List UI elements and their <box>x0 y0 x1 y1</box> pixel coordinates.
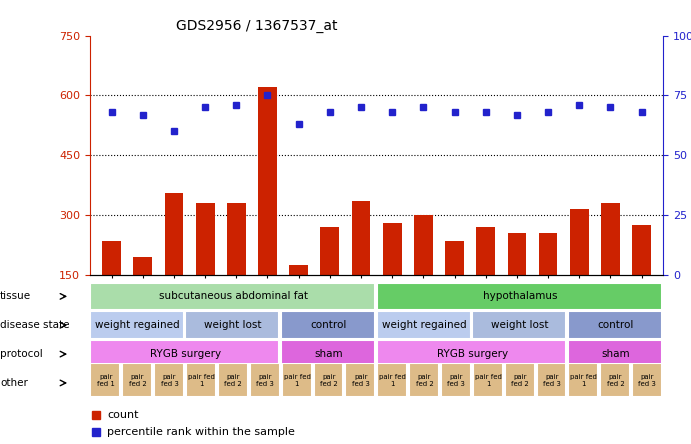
Bar <box>196 203 214 335</box>
Text: weight lost: weight lost <box>205 320 262 330</box>
Bar <box>601 203 620 335</box>
Bar <box>321 227 339 335</box>
Text: pair fed
1: pair fed 1 <box>379 373 406 387</box>
Text: weight regained: weight regained <box>382 320 466 330</box>
FancyBboxPatch shape <box>90 311 184 339</box>
FancyBboxPatch shape <box>441 364 471 396</box>
FancyBboxPatch shape <box>409 364 439 396</box>
FancyBboxPatch shape <box>282 364 312 396</box>
Bar <box>632 226 651 335</box>
Text: pair
fed 2: pair fed 2 <box>320 373 338 387</box>
Text: pair
fed 3: pair fed 3 <box>256 373 274 387</box>
FancyBboxPatch shape <box>568 340 662 368</box>
Text: pair
fed 2: pair fed 2 <box>511 373 529 387</box>
FancyBboxPatch shape <box>90 282 375 310</box>
FancyBboxPatch shape <box>536 364 567 396</box>
Text: GDS2956 / 1367537_at: GDS2956 / 1367537_at <box>176 19 337 33</box>
Text: sham: sham <box>314 349 343 359</box>
FancyBboxPatch shape <box>91 364 120 396</box>
FancyBboxPatch shape <box>600 364 630 396</box>
FancyBboxPatch shape <box>377 340 566 368</box>
Bar <box>352 201 370 335</box>
Bar <box>102 242 121 335</box>
Text: percentile rank within the sample: percentile rank within the sample <box>107 428 295 437</box>
FancyBboxPatch shape <box>472 311 566 339</box>
Bar <box>227 203 246 335</box>
FancyBboxPatch shape <box>281 340 375 368</box>
Bar <box>133 257 152 335</box>
Text: weight regained: weight regained <box>95 320 180 330</box>
Text: RYGB surgery: RYGB surgery <box>437 349 508 359</box>
FancyBboxPatch shape <box>569 364 598 396</box>
Text: subcutaneous abdominal fat: subcutaneous abdominal fat <box>159 291 307 301</box>
FancyBboxPatch shape <box>377 364 407 396</box>
Bar <box>570 210 589 335</box>
FancyBboxPatch shape <box>568 311 662 339</box>
Text: pair fed
1: pair fed 1 <box>188 373 215 387</box>
Bar <box>258 87 277 335</box>
Text: protocol: protocol <box>0 349 43 359</box>
Text: sham: sham <box>601 349 630 359</box>
Text: pair
fed 2: pair fed 2 <box>225 373 242 387</box>
Text: pair
fed 3: pair fed 3 <box>352 373 370 387</box>
Text: pair fed
1: pair fed 1 <box>570 373 597 387</box>
FancyBboxPatch shape <box>314 364 343 396</box>
Bar <box>290 265 308 335</box>
Text: other: other <box>0 378 28 388</box>
Text: pair
fed 2: pair fed 2 <box>607 373 625 387</box>
FancyBboxPatch shape <box>185 311 279 339</box>
Text: pair
fed 3: pair fed 3 <box>638 373 656 387</box>
Text: pair
fed 3: pair fed 3 <box>160 373 178 387</box>
Text: pair fed
1: pair fed 1 <box>283 373 310 387</box>
FancyBboxPatch shape <box>377 282 662 310</box>
Text: hypothalamus: hypothalamus <box>483 291 557 301</box>
FancyBboxPatch shape <box>249 364 280 396</box>
FancyBboxPatch shape <box>186 364 216 396</box>
Text: weight lost: weight lost <box>491 320 549 330</box>
Text: control: control <box>598 320 634 330</box>
Bar <box>445 242 464 335</box>
FancyBboxPatch shape <box>281 311 375 339</box>
Bar <box>164 194 183 335</box>
Text: pair
fed 2: pair fed 2 <box>129 373 146 387</box>
Text: pair
fed 3: pair fed 3 <box>543 373 561 387</box>
FancyBboxPatch shape <box>346 364 375 396</box>
Text: count: count <box>107 410 138 420</box>
Text: RYGB surgery: RYGB surgery <box>150 349 221 359</box>
Bar <box>507 234 527 335</box>
Text: pair
fed 3: pair fed 3 <box>447 373 465 387</box>
FancyBboxPatch shape <box>377 311 471 339</box>
Bar <box>476 227 495 335</box>
Bar <box>539 234 558 335</box>
FancyBboxPatch shape <box>632 364 662 396</box>
FancyBboxPatch shape <box>90 340 279 368</box>
FancyBboxPatch shape <box>122 364 152 396</box>
FancyBboxPatch shape <box>154 364 184 396</box>
Bar <box>414 215 433 335</box>
FancyBboxPatch shape <box>218 364 248 396</box>
Text: pair
fed 1: pair fed 1 <box>97 373 115 387</box>
Text: tissue: tissue <box>0 291 31 301</box>
FancyBboxPatch shape <box>473 364 503 396</box>
Text: disease state: disease state <box>0 320 70 330</box>
Text: pair fed
1: pair fed 1 <box>475 373 502 387</box>
Text: control: control <box>311 320 347 330</box>
Bar <box>383 223 401 335</box>
Text: pair
fed 2: pair fed 2 <box>415 373 433 387</box>
FancyBboxPatch shape <box>504 364 535 396</box>
